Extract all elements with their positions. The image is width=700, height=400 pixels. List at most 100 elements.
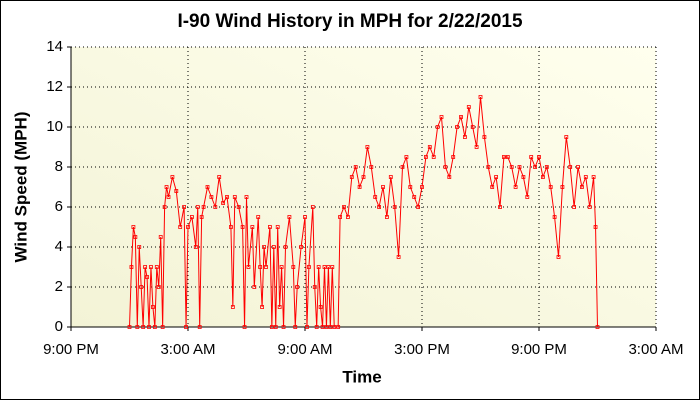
wind-point bbox=[141, 325, 146, 329]
wind-point bbox=[150, 305, 155, 309]
y-tick-label: 0 bbox=[55, 318, 63, 335]
wind-point bbox=[258, 265, 263, 269]
wind-point bbox=[470, 125, 475, 129]
wind-point bbox=[152, 325, 157, 329]
wind-point bbox=[583, 175, 588, 179]
wind-point bbox=[388, 175, 393, 179]
wind-point bbox=[505, 155, 510, 159]
wind-point bbox=[291, 265, 296, 269]
wind-point bbox=[529, 155, 534, 159]
wind-point bbox=[279, 265, 284, 269]
wind-point bbox=[135, 325, 140, 329]
wind-point bbox=[373, 195, 378, 199]
wind-point bbox=[143, 265, 148, 269]
wind-point bbox=[310, 205, 315, 209]
wind-point bbox=[412, 195, 417, 199]
y-tick-label: 10 bbox=[46, 118, 63, 135]
wind-point bbox=[186, 225, 190, 229]
wind-point bbox=[199, 215, 204, 219]
wind-point bbox=[182, 205, 187, 209]
wind-point bbox=[513, 185, 518, 189]
wind-point bbox=[556, 255, 561, 259]
wind-point bbox=[332, 325, 337, 329]
wind-point bbox=[353, 165, 358, 169]
wind-point bbox=[345, 215, 350, 219]
wind-point bbox=[299, 245, 304, 249]
wind-point bbox=[174, 189, 179, 193]
wind-point bbox=[593, 225, 598, 229]
wind-point bbox=[369, 165, 374, 169]
wind-point bbox=[209, 195, 214, 199]
wind-point bbox=[277, 305, 282, 309]
y-tick-label: 8 bbox=[55, 158, 63, 175]
wind-point bbox=[357, 185, 362, 189]
wind-point bbox=[326, 265, 331, 269]
wind-point bbox=[154, 265, 159, 269]
wind-point bbox=[521, 175, 526, 179]
wind-point bbox=[361, 175, 366, 179]
wind-point bbox=[377, 205, 382, 209]
wind-point bbox=[195, 205, 200, 209]
wind-point bbox=[328, 325, 333, 329]
y-axis-label: Wind Speed (MPH) bbox=[11, 112, 30, 263]
wind-point bbox=[240, 225, 245, 229]
x-tick-label: 9:00 AM bbox=[277, 341, 332, 358]
wind-point bbox=[587, 205, 592, 209]
wind-point bbox=[509, 165, 514, 169]
wind-point bbox=[591, 175, 596, 179]
wind-point bbox=[474, 145, 479, 149]
wind-point bbox=[478, 95, 483, 99]
wind-point bbox=[544, 165, 549, 169]
wind-point bbox=[537, 155, 541, 159]
wind-point bbox=[365, 145, 370, 149]
wind-point bbox=[482, 135, 487, 139]
y-tick-label: 14 bbox=[46, 38, 63, 55]
wind-point bbox=[295, 285, 300, 289]
wind-point bbox=[400, 165, 405, 169]
wind-point bbox=[306, 265, 311, 269]
wind-point bbox=[256, 215, 261, 219]
wind-point bbox=[462, 135, 467, 139]
wind-point bbox=[236, 205, 241, 209]
wind-point bbox=[517, 165, 522, 169]
wind-point bbox=[342, 205, 346, 209]
wind-point bbox=[162, 205, 167, 209]
wind-point bbox=[230, 305, 235, 309]
wind-point bbox=[149, 265, 153, 269]
wind-point bbox=[262, 245, 266, 249]
wind-point bbox=[443, 165, 448, 169]
wind-point bbox=[228, 225, 233, 229]
wind-point bbox=[568, 165, 573, 169]
wind-point bbox=[166, 195, 171, 199]
wind-point bbox=[232, 195, 237, 199]
wind-point bbox=[384, 215, 389, 219]
wind-point bbox=[269, 325, 274, 329]
wind-point bbox=[170, 175, 175, 179]
wind-point bbox=[129, 265, 134, 269]
wind-point bbox=[381, 185, 385, 189]
wind-point bbox=[336, 325, 341, 329]
wind-point bbox=[576, 165, 580, 169]
wind-point bbox=[221, 201, 226, 205]
wind-point bbox=[273, 325, 278, 329]
wind-point bbox=[127, 325, 132, 329]
wind-point bbox=[283, 245, 288, 249]
x-axis-label: Time bbox=[342, 367, 381, 386]
wind-point bbox=[303, 215, 307, 219]
wind-point bbox=[416, 205, 421, 209]
x-tick-label: 9:00 PM bbox=[511, 341, 567, 358]
wind-point bbox=[324, 325, 329, 329]
y-tick-label: 4 bbox=[55, 238, 63, 255]
wind-point bbox=[158, 235, 163, 239]
wind-point bbox=[139, 285, 144, 289]
wind-point bbox=[435, 125, 440, 129]
wind-point bbox=[178, 225, 183, 229]
x-tick-label: 3:00 AM bbox=[160, 341, 215, 358]
wind-point bbox=[184, 325, 188, 329]
y-tick-label: 2 bbox=[55, 278, 63, 295]
wind-point bbox=[552, 215, 557, 219]
wind-point bbox=[252, 285, 257, 289]
wind-point bbox=[330, 265, 335, 269]
wind-point bbox=[494, 175, 499, 179]
chart-title: I-90 Wind History in MPH for 2/22/2015 bbox=[177, 11, 523, 32]
